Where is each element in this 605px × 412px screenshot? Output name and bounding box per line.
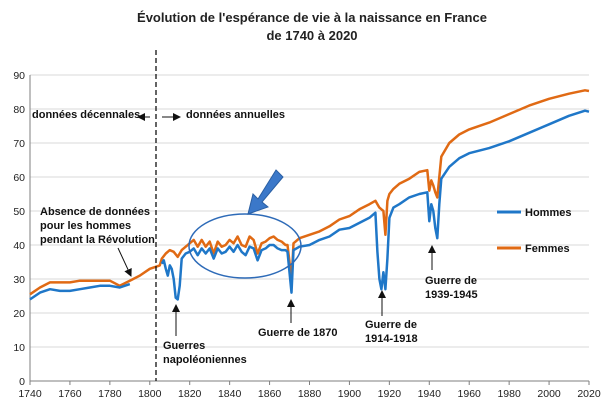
grid [30, 74, 589, 348]
highlight-arrow-icon [247, 169, 284, 215]
y-tick-label-50: 50 [13, 206, 25, 218]
series-layer [29, 89, 590, 301]
y-tick-label-0: 0 [19, 376, 25, 388]
y-tick-label-70: 70 [13, 138, 25, 150]
series-line-hommes-0 [29, 282, 131, 301]
x-tick-label-2020: 2020 [577, 388, 601, 400]
chart-title: Évolution de l'espérance de vie à la nai… [137, 10, 487, 25]
y-tick-label-90: 90 [13, 70, 25, 82]
x-tick-label-1940: 1940 [418, 388, 442, 400]
x-tick-label-1860: 1860 [258, 388, 282, 400]
y-tick-label-10: 10 [13, 342, 25, 354]
x-tick-label-2000: 2000 [537, 388, 561, 400]
axes: 0 10 20 30 40 50 60 70 80 90 1740 1760 1780 1800 1820 1… [13, 70, 601, 400]
y-tick-label-80: 80 [13, 104, 25, 116]
y-tick-label-20: 20 [13, 308, 25, 320]
legend-label-hommes: Hommes [525, 207, 571, 219]
x-tick-label-1980: 1980 [497, 388, 521, 400]
x-tick-label-1760: 1760 [58, 388, 82, 400]
y-tick-label-60: 60 [13, 172, 25, 184]
annotation-1939: Guerre de 1939-1945 [425, 275, 480, 301]
x-tick-label-1900: 1900 [338, 388, 362, 400]
annotation-decennial: données décennales [32, 109, 140, 121]
x-tick-label-1920: 1920 [378, 388, 402, 400]
legend-label-femmes: Femmes [525, 243, 570, 255]
highlight-ellipse [188, 213, 302, 279]
annotation-arrow-revolution [117, 247, 132, 277]
annotation-revolution: Absence de données pour les hommes penda… [40, 206, 155, 246]
x-tick-label-1840: 1840 [218, 388, 242, 400]
series-line-femmes [29, 89, 590, 296]
x-tick-label-1960: 1960 [458, 388, 482, 400]
legend: Hommes Femmes [497, 207, 571, 255]
y-tick-label-30: 30 [13, 274, 25, 286]
annotation-1914: Guerre de 1914-1918 [365, 319, 420, 345]
x-tick-label-1780: 1780 [98, 388, 122, 400]
x-tick-label-1800: 1800 [138, 388, 162, 400]
annotation-1870: Guerre de 1870 [258, 327, 338, 339]
annotation-annual: données annuelles [186, 109, 285, 121]
annotation-napoleonic: Guerres napoléoniennes [163, 340, 247, 366]
series-line-hommes-1 [160, 109, 590, 301]
x-tick-label-1880: 1880 [298, 388, 322, 400]
chart-subtitle: de 1740 à 2020 [266, 28, 357, 43]
x-tick-label-1740: 1740 [18, 388, 42, 400]
x-tick-label-1820: 1820 [178, 388, 202, 400]
y-tick-label-40: 40 [13, 240, 25, 252]
